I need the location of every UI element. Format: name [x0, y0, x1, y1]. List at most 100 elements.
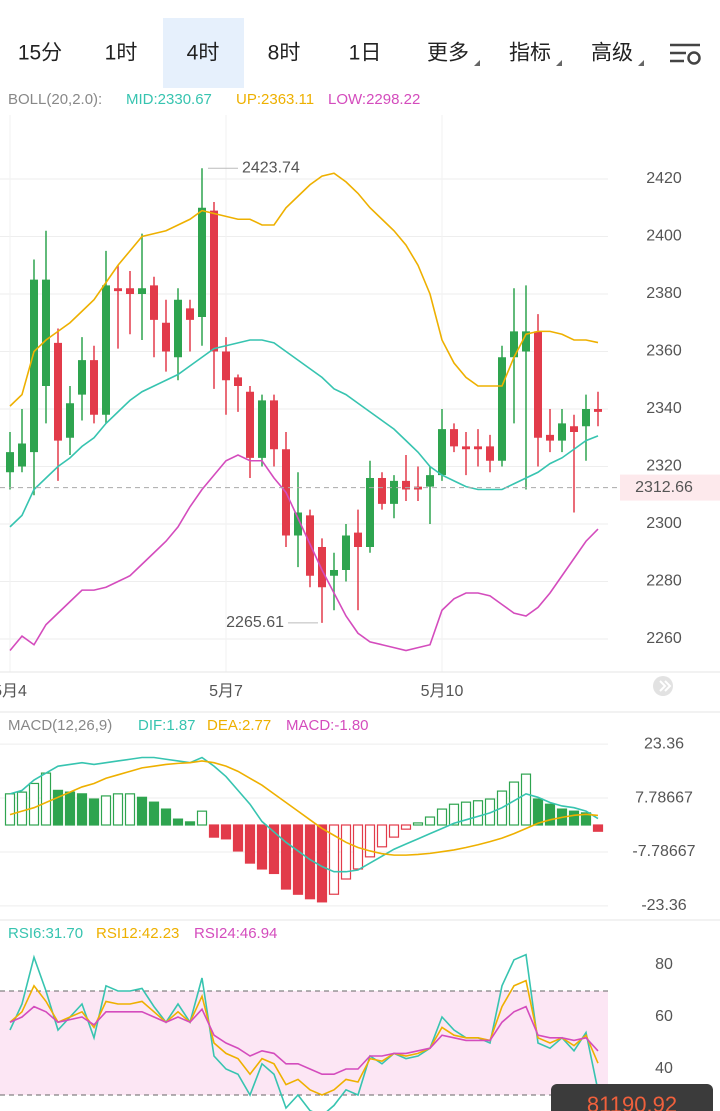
macd-bar	[16, 791, 28, 826]
y-tick-label: 2420	[646, 170, 682, 187]
tab[interactable]: 15分	[18, 42, 62, 65]
dropdown-caret	[474, 60, 480, 66]
macd-bar	[424, 816, 436, 826]
y-tick-label: 2360	[646, 343, 682, 360]
legend-item: UP:2363.11	[236, 91, 314, 108]
tab[interactable]: 更多	[427, 42, 469, 65]
candle-body	[209, 210, 218, 352]
candle-body	[161, 322, 170, 352]
candle-body	[594, 408, 603, 412]
macd-bar	[4, 793, 16, 826]
indicator-line	[9, 760, 599, 856]
toolbar: 15分 1时 4时 8时 1日 更多 指标 高级	[18, 18, 701, 88]
y-tick-label: 2260	[646, 630, 682, 647]
macd-bar	[172, 818, 184, 826]
candle-body	[402, 480, 411, 490]
macd-bar	[472, 800, 484, 826]
y-tick-label: -23.36	[641, 897, 686, 914]
candle-body	[29, 279, 38, 453]
macd-bar	[436, 808, 448, 826]
candle-body	[65, 403, 74, 438]
candle-body	[534, 331, 543, 438]
ticker-price: 81190.92	[587, 1092, 677, 1111]
macd-bar	[400, 824, 412, 830]
candle-body	[570, 426, 579, 432]
macd-bar	[196, 810, 208, 826]
tab[interactable]: 1日	[349, 42, 382, 65]
ticker-box	[551, 1084, 713, 1111]
candle-body	[366, 477, 375, 547]
last-price-tag	[620, 474, 720, 501]
legend-item: LOW:2298.22	[328, 91, 420, 108]
macd-bar	[40, 772, 52, 826]
indicator-line	[9, 454, 599, 652]
y-tick-label: 40	[655, 1060, 673, 1077]
candle-body	[426, 475, 435, 487]
candle-body	[438, 429, 447, 476]
macd-bar	[112, 793, 124, 826]
legend-item: DEA:2.77	[207, 717, 271, 734]
dropdown-caret	[556, 60, 562, 66]
macd-bar	[532, 798, 544, 826]
tab[interactable]: 1时	[105, 42, 138, 65]
candle-body	[77, 360, 86, 395]
candle-body	[269, 400, 278, 450]
candle-body	[558, 423, 567, 441]
legend-item: RSI6:31.70	[8, 925, 83, 942]
candle-body	[546, 434, 555, 441]
macd-bar	[148, 801, 160, 826]
candle-body	[113, 288, 122, 292]
macd-bar	[508, 781, 520, 826]
candle-body	[498, 357, 507, 461]
macd-bar	[292, 824, 304, 895]
y-tick-label: 2380	[646, 285, 682, 302]
macd-bar	[88, 798, 100, 826]
legend-item: RSI12:42.23	[96, 925, 179, 942]
macd-bar	[76, 793, 88, 826]
macd-bar	[412, 822, 424, 826]
tab[interactable]: 8时	[268, 42, 301, 65]
tab[interactable]: 4时	[187, 42, 220, 65]
candle-body	[185, 308, 194, 320]
candle-body	[294, 512, 302, 536]
candle-body	[257, 400, 266, 458]
candle-body	[342, 535, 351, 570]
settings-icon[interactable]	[670, 43, 701, 65]
y-tick-label: 2320	[646, 458, 682, 475]
macd-bar	[64, 791, 76, 826]
candle-body	[41, 279, 50, 386]
indicator-line	[9, 953, 599, 1111]
candle-body	[221, 351, 230, 381]
x-tick-label: 5月10	[421, 683, 464, 700]
rsi-band	[0, 991, 608, 1096]
macd-bar	[100, 795, 112, 826]
candle-body	[197, 207, 206, 317]
x-tick-label: 5月4	[0, 683, 27, 700]
macd-bar	[244, 824, 256, 864]
tab[interactable]: 高级	[591, 42, 633, 65]
candle-body	[233, 377, 242, 386]
macd-bar	[316, 824, 328, 903]
macd-bar	[220, 824, 232, 840]
candle-body	[354, 532, 363, 547]
candle-body	[101, 285, 110, 415]
macd-bar	[376, 824, 388, 848]
tab[interactable]: 指标	[509, 42, 551, 65]
candle-body	[486, 446, 495, 461]
y-tick-label: 2280	[646, 573, 682, 590]
y-tick-label: 2400	[646, 228, 682, 245]
legend-item: DIF:1.87	[138, 717, 196, 734]
collapse-icon[interactable]	[653, 676, 673, 696]
candle-body	[522, 331, 531, 352]
candle-body	[318, 546, 327, 588]
indicator-line	[9, 172, 599, 407]
candle-body	[89, 360, 98, 415]
y-tick-label: 23.36	[644, 735, 684, 752]
legend-item: RSI24:46.94	[194, 925, 277, 942]
candle-body	[378, 477, 387, 504]
low-marker-label: 2265.61	[226, 614, 284, 631]
macd-bar	[208, 824, 220, 838]
candle-body	[510, 331, 519, 358]
macd-bar	[520, 773, 532, 826]
